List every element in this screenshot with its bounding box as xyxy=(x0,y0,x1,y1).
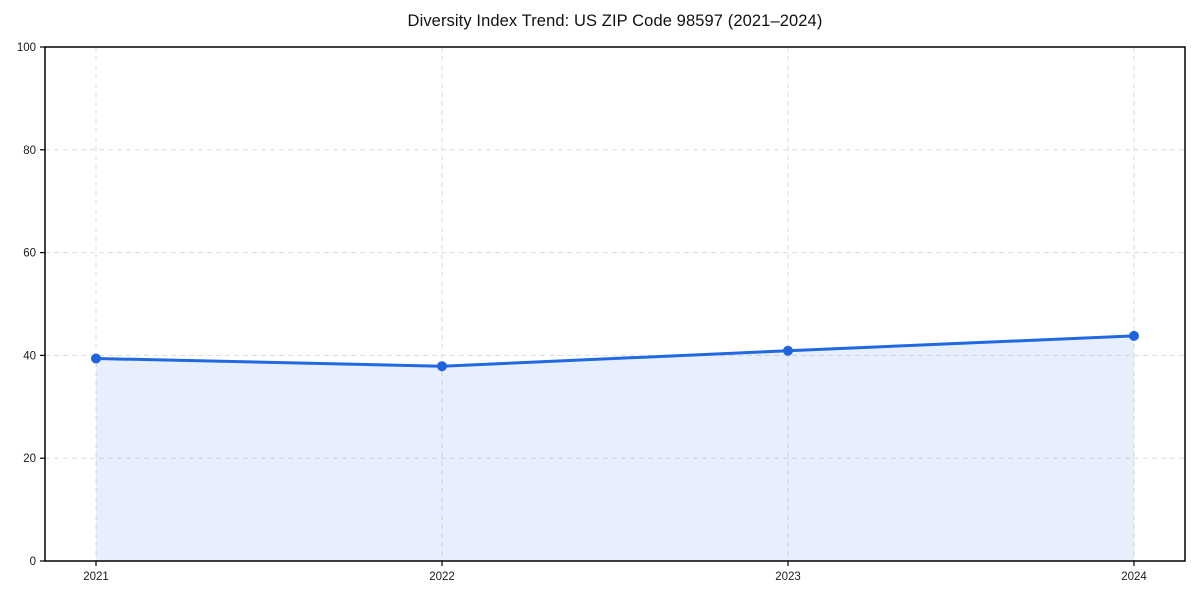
area-layer xyxy=(96,335,1134,561)
y-tick-label: 40 xyxy=(23,350,36,362)
axes-layer xyxy=(40,46,1186,566)
y-tick-label: 100 xyxy=(17,42,36,54)
data-point-2024 xyxy=(1129,330,1139,341)
data-point-2023 xyxy=(783,345,793,356)
x-tick-label: 2024 xyxy=(1121,571,1147,583)
line-layer xyxy=(94,334,1136,368)
plot-border xyxy=(44,46,1186,562)
x-tick-label: 2021 xyxy=(83,571,109,583)
y-tick-label: 80 xyxy=(23,145,36,157)
x-tick-label: 2023 xyxy=(775,571,801,583)
trend-line xyxy=(94,334,1136,368)
ticklabel-layer: 0 20 40 60 80 100 2021 2022 2023 2024 xyxy=(17,42,1148,583)
y-tick-label: 60 xyxy=(23,248,36,260)
area-fill xyxy=(96,335,1134,561)
data-point-2022 xyxy=(437,361,447,372)
marker-layer xyxy=(91,330,1139,372)
data-point-2021 xyxy=(91,353,101,364)
y-tick-label: 20 xyxy=(23,453,36,465)
chart-title: Diversity Index Trend: US ZIP Code 98597… xyxy=(407,12,823,30)
x-tick-label: 2022 xyxy=(429,571,455,583)
y-tick-label: 0 xyxy=(30,556,36,568)
